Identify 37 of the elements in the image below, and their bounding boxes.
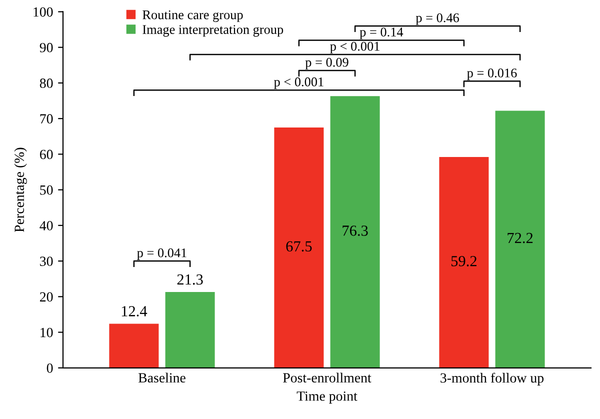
annotation: p = 0.016 [467,68,517,80]
y-tick-label: 80 [40,78,53,88]
data-label: 59.2 [451,256,476,266]
y-tick-label: 10 [40,328,53,338]
y-tick-label: 20 [40,292,53,302]
annotation: p = 0.14 [360,28,404,40]
annotation: p = 0.46 [416,13,460,25]
bar [274,127,324,368]
y-tick-label: 30 [40,256,53,266]
y-axis-title: Percentage (%) [14,148,27,232]
x-tick-label: Baseline [138,372,186,383]
y-tick-label: 60 [40,150,53,160]
x-tick-label: Post-enrollment [283,372,372,383]
legend-label: Image interpretation group [142,25,284,37]
data-label: 12.4 [122,306,148,316]
y-tick-label: 50 [40,185,53,195]
y-tick-label: 40 [40,221,53,230]
data-label: 72.2 [508,232,533,244]
y-tick-label: 90 [40,42,53,52]
legend-label: Routine care group [142,10,243,22]
bar [109,324,159,368]
annotation: p < 0.001 [330,42,380,54]
x-tick-label: 3-month follow up [440,372,544,386]
bar [439,157,489,368]
annotation: p = 0.041 [137,248,186,260]
y-tick-label: 100 [34,7,53,17]
bar [165,292,215,368]
data-label: 21.3 [177,274,203,285]
annotation: p = 0.09 [305,58,348,70]
y-tick-label: 70 [40,114,53,124]
data-label: 67.5 [286,241,312,252]
y-tick-label: 0 [46,363,53,373]
bar [495,110,545,368]
x-axis-title: Time point [296,391,358,404]
data-label: 76.3 [342,226,368,236]
bar [330,96,380,368]
annotation: p < 0.001 [274,77,324,90]
